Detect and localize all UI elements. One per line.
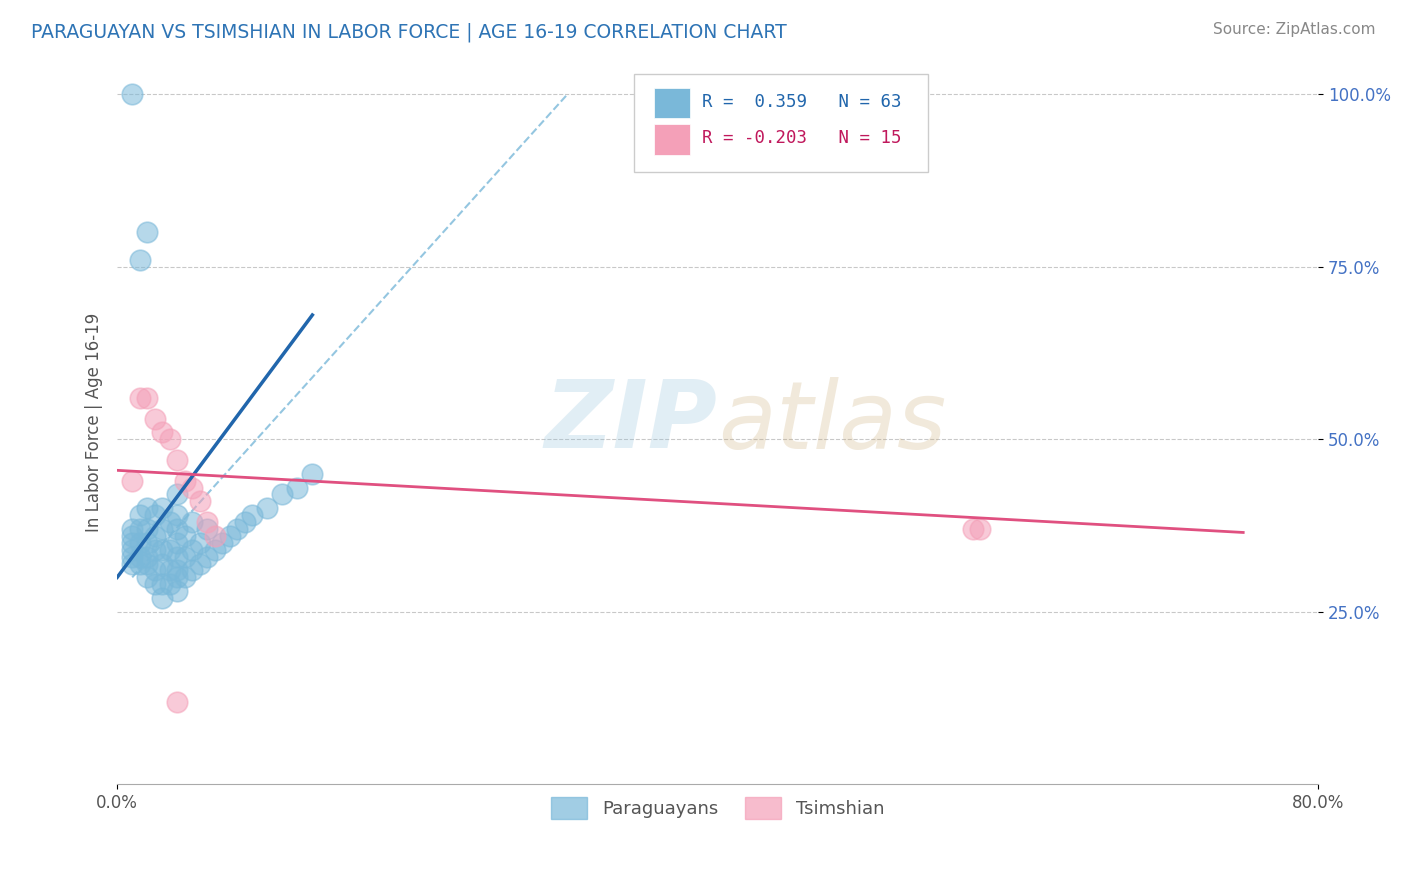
Text: R =  0.359   N = 63: R = 0.359 N = 63	[702, 93, 901, 111]
Point	[181, 542, 204, 557]
Point	[195, 515, 218, 529]
Point	[240, 508, 263, 523]
Point	[150, 591, 173, 605]
Point	[143, 529, 166, 543]
Point	[143, 508, 166, 523]
Point	[166, 487, 188, 501]
Text: Source: ZipAtlas.com: Source: ZipAtlas.com	[1212, 22, 1375, 37]
Point	[166, 508, 188, 523]
Point	[166, 563, 188, 577]
Bar	[654, 88, 690, 119]
Point	[121, 87, 143, 102]
Point	[150, 522, 173, 536]
Point	[166, 695, 188, 709]
Point	[128, 549, 150, 564]
Point	[301, 467, 323, 481]
Point	[204, 529, 226, 543]
Point	[173, 474, 195, 488]
Point	[159, 432, 181, 446]
Point	[159, 577, 181, 591]
Point	[166, 570, 188, 584]
Point	[150, 557, 173, 571]
Point	[173, 549, 195, 564]
Point	[143, 542, 166, 557]
Point	[181, 481, 204, 495]
Point	[159, 515, 181, 529]
Point	[159, 542, 181, 557]
Point	[166, 453, 188, 467]
Point	[226, 522, 249, 536]
Point	[128, 391, 150, 405]
Point	[204, 542, 226, 557]
Point	[150, 542, 173, 557]
Point	[188, 557, 211, 571]
Point	[150, 425, 173, 440]
Text: atlas: atlas	[717, 376, 946, 467]
Point	[195, 549, 218, 564]
Point	[173, 529, 195, 543]
Point	[166, 536, 188, 550]
Point	[166, 522, 188, 536]
FancyBboxPatch shape	[634, 74, 928, 172]
Text: PARAGUAYAN VS TSIMSHIAN IN LABOR FORCE | AGE 16-19 CORRELATION CHART: PARAGUAYAN VS TSIMSHIAN IN LABOR FORCE |…	[31, 22, 787, 42]
Point	[285, 481, 308, 495]
Point	[128, 252, 150, 267]
Point	[962, 522, 984, 536]
Point	[136, 570, 159, 584]
Point	[188, 494, 211, 508]
Point	[128, 536, 150, 550]
Point	[211, 536, 233, 550]
Point	[121, 549, 143, 564]
Point	[136, 536, 159, 550]
Point	[188, 536, 211, 550]
Point	[121, 529, 143, 543]
Point	[136, 557, 159, 571]
Point	[173, 570, 195, 584]
Point	[150, 577, 173, 591]
Point	[143, 563, 166, 577]
Point	[181, 515, 204, 529]
Point	[121, 557, 143, 571]
Point	[121, 542, 143, 557]
Point	[233, 515, 256, 529]
Point	[159, 563, 181, 577]
Point	[136, 391, 159, 405]
Text: ZIP: ZIP	[546, 376, 717, 468]
Point	[136, 549, 159, 564]
Point	[128, 557, 150, 571]
Point	[218, 529, 240, 543]
Text: R = -0.203   N = 15: R = -0.203 N = 15	[702, 128, 901, 147]
Point	[256, 501, 278, 516]
Point	[181, 563, 204, 577]
Point	[128, 508, 150, 523]
Point	[121, 536, 143, 550]
Point	[969, 522, 991, 536]
Y-axis label: In Labor Force | Age 16-19: In Labor Force | Age 16-19	[86, 312, 103, 532]
Point	[166, 584, 188, 599]
Point	[136, 225, 159, 239]
Point	[271, 487, 294, 501]
Bar	[654, 124, 690, 154]
Point	[136, 501, 159, 516]
Point	[121, 522, 143, 536]
Point	[166, 549, 188, 564]
Point	[195, 522, 218, 536]
Point	[128, 522, 150, 536]
Point	[143, 577, 166, 591]
Point	[121, 474, 143, 488]
Legend: Paraguayans, Tsimshian: Paraguayans, Tsimshian	[544, 789, 891, 826]
Point	[143, 411, 166, 425]
Point	[136, 522, 159, 536]
Point	[150, 501, 173, 516]
